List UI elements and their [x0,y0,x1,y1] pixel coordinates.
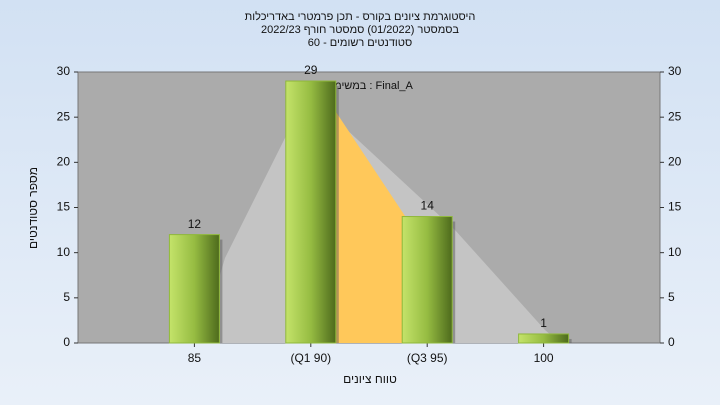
x-tick-label: (Q3 95) [407,351,448,365]
y-tick-label: 15 [57,200,71,214]
bar [518,333,570,344]
y2-tick-label: 30 [668,64,682,78]
y-tick-label: 10 [57,245,71,259]
x-tick-label: 85 [188,351,202,365]
y-axis-label: מספר סטודנטים [26,167,40,249]
x-tick-label: (Q1 90) [290,351,331,365]
y2-tick-label: 25 [668,109,682,123]
bar [168,234,220,344]
y2-tick-label: 0 [668,335,675,349]
y-tick-label: 0 [63,335,70,349]
y-tick-label: 25 [57,109,71,123]
y2-tick-label: 10 [668,245,682,259]
bar [401,216,453,344]
title-line: סטודנטים רשומים - 60 [308,37,412,49]
x-axis-label: טווח ציונים [343,372,397,386]
title-line: היסטוגרמת ציונים בקורס - תכן פרמטרי באדר… [245,10,476,23]
data-label: 12 [188,217,202,231]
y2-tick-label: 20 [668,155,682,169]
bar [285,80,337,344]
data-label: 1 [540,316,547,330]
title-line: בסמסטר (01/2022) סמסטר חורף 2022/23 [261,24,459,36]
data-label: 29 [304,63,318,77]
annotation: במשימה : Final_A [327,80,413,92]
y-tick-label: 20 [57,155,71,169]
x-tick-label: 100 [534,351,554,365]
data-label: 14 [421,199,435,213]
y-tick-label: 30 [57,64,71,78]
y2-tick-label: 5 [668,290,675,304]
y2-tick-label: 15 [668,200,682,214]
quartile-area [336,112,405,343]
y-tick-label: 5 [63,290,70,304]
